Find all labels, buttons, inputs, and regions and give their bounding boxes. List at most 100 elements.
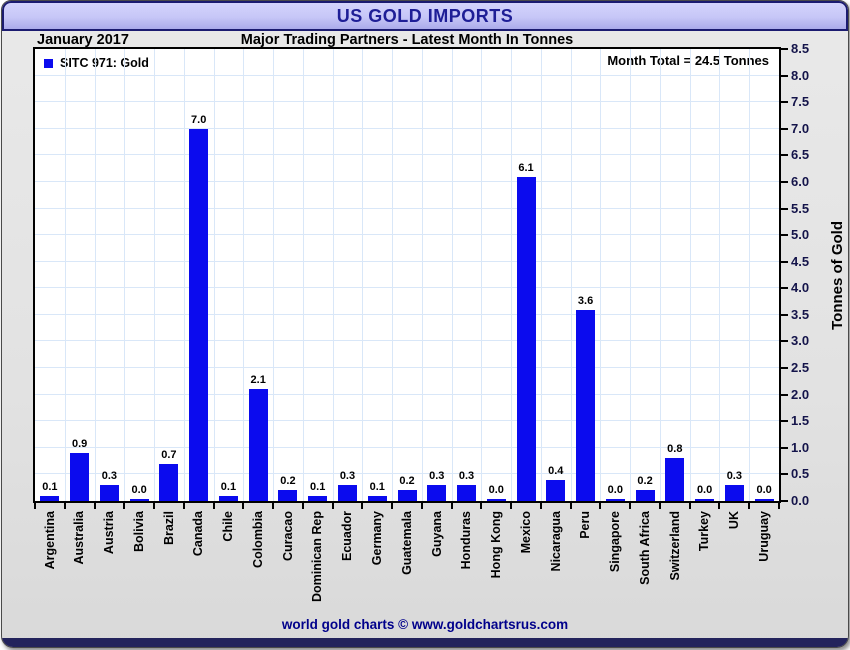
bar-value-label: 0.1 bbox=[42, 480, 58, 493]
v-gridline bbox=[481, 49, 483, 501]
bar-value-label: 0.3 bbox=[429, 470, 445, 483]
bar bbox=[635, 490, 655, 501]
bar bbox=[40, 495, 60, 501]
h-gridline bbox=[35, 367, 779, 369]
x-axis-tick bbox=[331, 503, 334, 509]
x-tick-label: Nicaragua bbox=[541, 511, 571, 626]
bar bbox=[397, 490, 417, 501]
x-axis-tick bbox=[182, 503, 185, 509]
x-tick-label-text: South Africa bbox=[637, 511, 652, 585]
h-gridline bbox=[35, 313, 779, 315]
bar-value-label: 2.1 bbox=[250, 374, 266, 387]
v-gridline bbox=[332, 49, 334, 501]
y-axis-tick bbox=[781, 101, 788, 104]
h-gridline bbox=[35, 154, 779, 156]
v-gridline bbox=[630, 49, 632, 501]
bar bbox=[665, 458, 685, 501]
y-axis-title-text: Tonnes of Gold bbox=[828, 220, 846, 330]
v-gridline bbox=[213, 49, 215, 501]
v-gridline bbox=[511, 49, 513, 501]
y-axis-tick bbox=[781, 48, 788, 50]
bar bbox=[70, 453, 90, 501]
y-tick-label: 7.5 bbox=[791, 94, 810, 110]
x-tick-label: Uruguay bbox=[749, 511, 779, 626]
x-axis-tick bbox=[123, 503, 126, 509]
x-axis-tick bbox=[63, 503, 66, 509]
bar-value-label: 0.4 bbox=[548, 464, 564, 477]
y-tick-label: 0.0 bbox=[791, 493, 810, 508]
x-tick-label: Bolivia bbox=[124, 511, 154, 626]
v-gridline bbox=[273, 49, 275, 501]
h-gridline bbox=[35, 127, 779, 129]
bar-value-label: 0.7 bbox=[161, 448, 177, 461]
h-gridline bbox=[35, 180, 779, 182]
x-tick-label-text: UK bbox=[727, 511, 742, 530]
y-axis-tick bbox=[781, 393, 788, 396]
bar-value-label: 6.1 bbox=[518, 161, 534, 174]
x-tick-label: Honduras bbox=[452, 511, 482, 626]
y-axis-tick bbox=[781, 154, 788, 157]
bar-value-label: 0.1 bbox=[369, 480, 385, 493]
v-gridline bbox=[451, 49, 453, 501]
x-tick-label-text: Singapore bbox=[608, 511, 623, 573]
y-axis-tick bbox=[781, 473, 788, 476]
y-axis-title: Tonnes of Gold bbox=[826, 47, 848, 503]
x-tick-label: Guyana bbox=[422, 511, 452, 626]
x-tick-label: South Africa bbox=[630, 511, 660, 626]
y-axis-tick bbox=[781, 234, 788, 237]
x-axis-tick bbox=[539, 503, 542, 509]
x-axis-tick bbox=[242, 503, 245, 509]
v-gridline bbox=[154, 49, 156, 501]
bar-value-label: 0.1 bbox=[220, 480, 237, 493]
x-tick-label-text: Canada bbox=[191, 511, 206, 557]
page-title: US GOLD IMPORTS bbox=[336, 5, 514, 26]
x-tick-label-text: Dominican Rep bbox=[310, 511, 325, 602]
bar bbox=[189, 128, 209, 501]
x-tick-label-text: Ecuador bbox=[340, 511, 355, 562]
y-tick-label: 5.0 bbox=[791, 227, 810, 243]
x-tick-label: Colombia bbox=[243, 511, 273, 626]
y-tick-label: 5.5 bbox=[791, 200, 810, 216]
bar bbox=[457, 485, 477, 501]
bar bbox=[159, 463, 179, 501]
bar-value-label: 7.0 bbox=[191, 113, 207, 126]
x-tick-label-text: Guyana bbox=[429, 511, 444, 557]
x-tick-label: Australia bbox=[65, 511, 95, 626]
chart-subtitle: Major Trading Partners - Latest Month In… bbox=[240, 32, 574, 48]
bar bbox=[546, 479, 566, 501]
bar-value-label: 3.6 bbox=[577, 294, 594, 307]
bar-value-label: 0.1 bbox=[310, 480, 326, 493]
x-axis-tick bbox=[658, 503, 661, 509]
y-tick-label: 1.0 bbox=[791, 439, 810, 455]
x-tick-label: Austria bbox=[95, 511, 125, 626]
v-gridline bbox=[600, 49, 602, 501]
plot-area: SITC 971: Gold Month Total = 24.5 Tonnes… bbox=[33, 47, 781, 503]
h-gridline bbox=[35, 260, 779, 262]
bar-value-label: 0.3 bbox=[726, 470, 742, 483]
x-tick-label: UK bbox=[719, 511, 749, 626]
y-tick-label: 8.0 bbox=[791, 67, 810, 83]
v-gridline bbox=[183, 49, 185, 501]
x-tick-label-text: Mexico bbox=[518, 511, 533, 554]
h-gridline bbox=[35, 420, 779, 422]
x-tick-label: Mexico bbox=[511, 511, 541, 626]
y-tick-label: 6.0 bbox=[791, 173, 810, 189]
v-gridline bbox=[540, 49, 542, 501]
h-gridline bbox=[35, 234, 779, 236]
bar-value-label: 0.9 bbox=[71, 438, 88, 451]
x-tick-label-text: Bolivia bbox=[131, 511, 146, 552]
x-tick-label: Germany bbox=[362, 511, 392, 626]
bar bbox=[724, 485, 744, 501]
v-gridline bbox=[302, 49, 304, 501]
x-tick-label-text: Curacao bbox=[280, 511, 295, 562]
legend-label: SITC 971: Gold bbox=[60, 56, 149, 70]
x-tick-label: Curacao bbox=[273, 511, 303, 626]
x-axis-tick bbox=[361, 503, 364, 509]
x-tick-label-text: Colombia bbox=[250, 511, 265, 568]
y-axis-tick bbox=[781, 287, 788, 290]
v-gridline bbox=[362, 49, 364, 501]
x-tick-label-text: Chile bbox=[221, 511, 236, 542]
legend: SITC 971: Gold bbox=[44, 56, 149, 70]
bar bbox=[576, 309, 596, 501]
